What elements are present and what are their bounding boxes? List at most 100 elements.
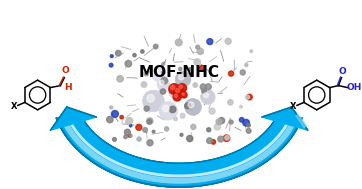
Circle shape — [190, 107, 192, 110]
Circle shape — [143, 128, 147, 132]
Circle shape — [243, 119, 249, 126]
Circle shape — [247, 124, 250, 127]
Polygon shape — [262, 107, 308, 130]
Circle shape — [152, 130, 155, 133]
Circle shape — [245, 95, 249, 99]
Circle shape — [163, 105, 169, 112]
Circle shape — [160, 89, 165, 94]
Circle shape — [161, 77, 168, 84]
Circle shape — [182, 93, 184, 95]
Circle shape — [125, 60, 132, 67]
Circle shape — [169, 106, 176, 113]
Circle shape — [180, 113, 185, 118]
Circle shape — [126, 120, 130, 124]
Text: OH: OH — [347, 83, 362, 92]
Circle shape — [171, 85, 175, 90]
Circle shape — [193, 83, 198, 87]
Circle shape — [144, 106, 149, 111]
Circle shape — [171, 86, 177, 92]
Circle shape — [144, 71, 149, 76]
Circle shape — [141, 82, 147, 87]
Circle shape — [247, 94, 252, 100]
Circle shape — [147, 119, 152, 124]
Circle shape — [246, 129, 251, 133]
Text: H: H — [64, 83, 72, 92]
Circle shape — [154, 70, 159, 75]
Circle shape — [197, 48, 203, 54]
Circle shape — [130, 124, 132, 127]
Circle shape — [109, 63, 113, 67]
Circle shape — [201, 90, 215, 104]
Circle shape — [196, 45, 199, 49]
Circle shape — [203, 93, 209, 98]
Circle shape — [147, 118, 153, 124]
Circle shape — [136, 124, 142, 130]
Circle shape — [202, 89, 206, 93]
Circle shape — [110, 106, 113, 109]
Circle shape — [160, 80, 164, 85]
Circle shape — [239, 118, 244, 122]
Polygon shape — [56, 112, 302, 187]
Circle shape — [147, 140, 153, 146]
Circle shape — [124, 135, 127, 139]
Circle shape — [225, 38, 231, 44]
Circle shape — [143, 90, 164, 112]
Circle shape — [168, 83, 184, 99]
Circle shape — [207, 128, 211, 132]
Circle shape — [162, 63, 165, 65]
Circle shape — [189, 68, 192, 71]
Text: O: O — [338, 67, 346, 76]
Circle shape — [113, 137, 116, 141]
Circle shape — [165, 127, 169, 131]
Circle shape — [245, 64, 248, 67]
Circle shape — [191, 124, 196, 129]
Circle shape — [230, 120, 233, 124]
Circle shape — [240, 70, 245, 75]
Circle shape — [129, 134, 132, 137]
Circle shape — [174, 94, 178, 97]
Circle shape — [117, 76, 123, 82]
Circle shape — [141, 50, 144, 53]
Circle shape — [185, 103, 190, 109]
Circle shape — [181, 92, 187, 98]
Circle shape — [250, 50, 253, 53]
Circle shape — [178, 84, 186, 92]
Circle shape — [218, 136, 224, 142]
Circle shape — [200, 84, 206, 90]
Text: MOF-NHC: MOF-NHC — [139, 65, 220, 80]
Circle shape — [175, 71, 191, 87]
Circle shape — [180, 133, 183, 136]
Circle shape — [211, 140, 216, 144]
Circle shape — [209, 108, 215, 114]
Circle shape — [128, 134, 131, 137]
Circle shape — [194, 59, 201, 65]
Circle shape — [179, 67, 182, 70]
Circle shape — [178, 74, 184, 80]
Circle shape — [199, 65, 205, 70]
Circle shape — [207, 138, 212, 143]
Circle shape — [107, 116, 113, 123]
Circle shape — [110, 55, 113, 58]
Circle shape — [174, 117, 177, 121]
Circle shape — [159, 101, 178, 120]
Circle shape — [162, 71, 165, 74]
Circle shape — [169, 84, 180, 94]
Circle shape — [205, 84, 211, 90]
Circle shape — [111, 111, 118, 117]
Circle shape — [188, 102, 194, 108]
Circle shape — [185, 98, 201, 115]
Circle shape — [133, 53, 136, 57]
Circle shape — [147, 94, 155, 102]
Circle shape — [176, 88, 180, 93]
Circle shape — [214, 124, 220, 130]
Circle shape — [148, 69, 151, 72]
Circle shape — [115, 50, 121, 56]
Circle shape — [125, 129, 130, 135]
Circle shape — [218, 118, 224, 124]
Circle shape — [173, 93, 181, 101]
Circle shape — [120, 115, 123, 119]
Circle shape — [179, 85, 182, 88]
Circle shape — [207, 39, 213, 45]
Polygon shape — [56, 112, 302, 187]
Circle shape — [137, 137, 141, 141]
